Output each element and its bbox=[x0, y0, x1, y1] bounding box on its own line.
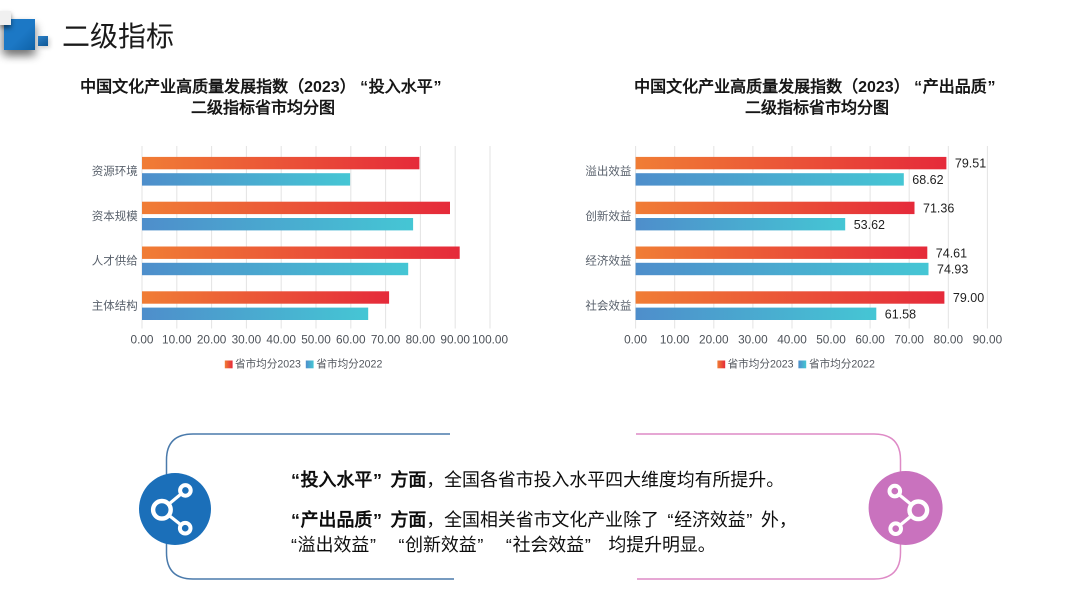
svg-text:资源环境: 资源环境 bbox=[92, 164, 138, 178]
svg-text:20.00: 20.00 bbox=[699, 333, 729, 347]
svg-text:74.61: 74.61 bbox=[936, 246, 967, 260]
svg-text:50.00: 50.00 bbox=[301, 333, 331, 347]
svg-text:90.00: 90.00 bbox=[973, 333, 1003, 347]
svg-text:74.93: 74.93 bbox=[937, 263, 968, 277]
svg-text:30.00: 30.00 bbox=[738, 333, 768, 347]
svg-text:70.00: 70.00 bbox=[894, 333, 924, 347]
svg-text:省市均分2023: 省市均分2023 bbox=[235, 357, 301, 370]
svg-text:经济效益: 经济效益 bbox=[585, 254, 631, 268]
svg-text:人才供给: 人才供给 bbox=[92, 254, 138, 268]
svg-text:80.00: 80.00 bbox=[406, 333, 436, 347]
svg-text:79.51: 79.51 bbox=[955, 157, 986, 171]
svg-text:40.00: 40.00 bbox=[777, 333, 807, 347]
svg-text:53.62: 53.62 bbox=[854, 218, 885, 232]
svg-text:10.00: 10.00 bbox=[660, 333, 690, 347]
svg-text:40.00: 40.00 bbox=[266, 333, 296, 347]
svg-text:溢出效益: 溢出效益 bbox=[585, 164, 631, 178]
svg-text:71.36: 71.36 bbox=[923, 202, 954, 216]
svg-text:90.00: 90.00 bbox=[440, 333, 470, 347]
svg-text:省市均分2022: 省市均分2022 bbox=[316, 357, 382, 370]
svg-text:省市均分2023: 省市均分2023 bbox=[728, 357, 794, 370]
svg-text:100.00: 100.00 bbox=[472, 333, 509, 347]
svg-text:79.00: 79.00 bbox=[953, 291, 984, 305]
svg-text:61.58: 61.58 bbox=[885, 307, 916, 321]
svg-text:70.00: 70.00 bbox=[371, 333, 401, 347]
svg-text:80.00: 80.00 bbox=[934, 333, 964, 347]
svg-text:30.00: 30.00 bbox=[232, 333, 262, 347]
svg-text:10.00: 10.00 bbox=[162, 333, 192, 347]
svg-text:68.62: 68.62 bbox=[912, 173, 943, 187]
svg-text:社会效益: 社会效益 bbox=[585, 299, 631, 313]
svg-text:60.00: 60.00 bbox=[855, 333, 885, 347]
svg-text:0.00: 0.00 bbox=[624, 333, 647, 347]
svg-text:主体结构: 主体结构 bbox=[92, 299, 138, 313]
svg-text:0.00: 0.00 bbox=[131, 333, 154, 347]
svg-text:创新效益: 创新效益 bbox=[585, 209, 631, 223]
svg-text:省市均分2022: 省市均分2022 bbox=[809, 357, 875, 370]
svg-text:资本规模: 资本规模 bbox=[92, 209, 138, 223]
svg-text:50.00: 50.00 bbox=[816, 333, 846, 347]
svg-text:60.00: 60.00 bbox=[336, 333, 366, 347]
svg-text:20.00: 20.00 bbox=[197, 333, 227, 347]
